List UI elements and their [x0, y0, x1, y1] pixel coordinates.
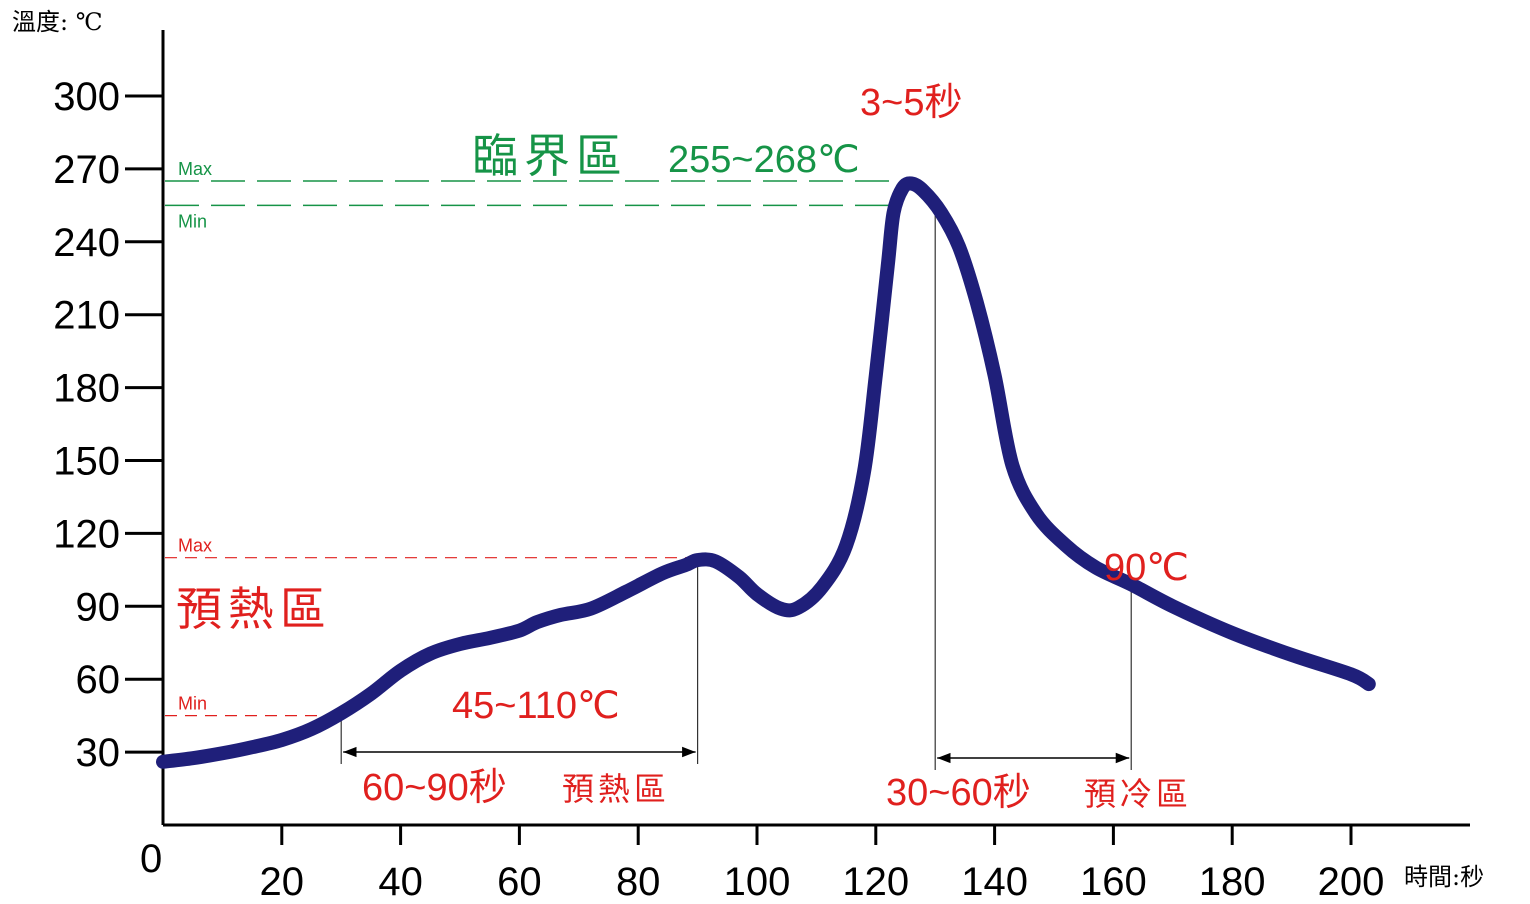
x-tick-label: 80 — [616, 860, 661, 904]
peak-time-label: 3~5秒 — [860, 82, 962, 124]
x-axis-title: 時間:秒 — [1404, 863, 1484, 891]
y-axis-title: 溫度: ℃ — [12, 8, 103, 36]
y-tick-label: 240 — [53, 221, 120, 265]
y-tick-label: 210 — [53, 294, 120, 338]
x-tick-label: 160 — [1080, 860, 1147, 904]
y-tick-label: 270 — [53, 148, 120, 192]
cool-temp-label: 90℃ — [1104, 547, 1189, 589]
y-tick-label: 60 — [76, 658, 121, 702]
y-tick-label: 90 — [76, 585, 121, 629]
y-tick-label: 150 — [53, 440, 120, 484]
temperature-profile-line — [156, 176, 1376, 769]
y-tick-label: 30 — [76, 731, 121, 775]
critical-zone-label: 臨界區 — [472, 129, 628, 183]
critical-max-label: Max — [178, 159, 212, 179]
cool-time-zone-label: 預冷區 — [1084, 775, 1192, 813]
preheat-max-label: Max — [178, 536, 212, 556]
y-tick-label: 180 — [53, 367, 120, 411]
y-tick-label: 300 — [53, 75, 120, 119]
preheat-time-label: 60~90秒 — [362, 767, 507, 809]
preheat-range-label: 45~110℃ — [452, 685, 620, 727]
x-tick-label: 120 — [842, 860, 909, 904]
x-tick-label: 100 — [724, 860, 791, 904]
x-tick-label: 200 — [1318, 860, 1385, 904]
x-tick-label: 40 — [378, 860, 423, 904]
critical-range-label: 255~268℃ — [668, 139, 860, 181]
cool-time-label: 30~60秒 — [886, 772, 1031, 814]
x-tick-label: 60 — [497, 860, 542, 904]
x-tick-label: 20 — [260, 860, 305, 904]
x-tick-label: 180 — [1199, 860, 1266, 904]
preheat-time-zone-label: 預熱區 — [562, 770, 670, 808]
x-tick-label: 140 — [961, 860, 1028, 904]
y-tick-label: 120 — [53, 512, 120, 556]
critical-min-label: Min — [178, 211, 207, 231]
origin-label: 0 — [140, 837, 162, 881]
preheat-zone-label: 預熱區 — [176, 582, 332, 636]
preheat-min-label: Min — [178, 694, 207, 714]
